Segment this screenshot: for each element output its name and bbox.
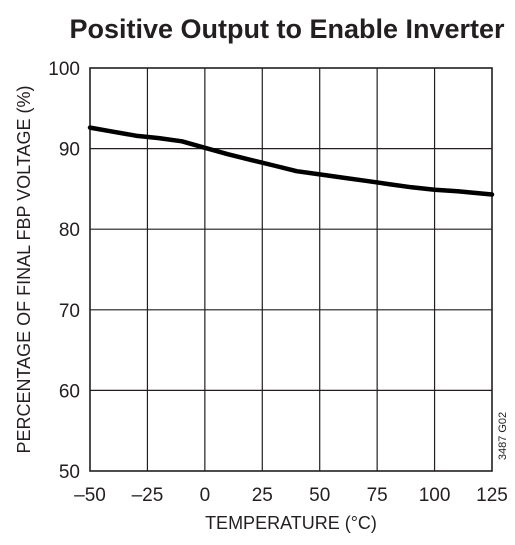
x-tick-label: 75	[367, 485, 388, 506]
series-line-0	[87, 125, 495, 197]
figure-id: 3487 G02	[497, 412, 509, 460]
x-tick-label: 100	[419, 485, 451, 506]
x-tick-labels: –50 –25 0 25 50 75 100 125	[74, 485, 508, 506]
y-axis-label: PERCENTAGE OF FINAL FBP VOLTAGE (%)	[14, 85, 34, 453]
chart-title: Positive Output to Enable Inverter	[69, 14, 505, 44]
y-tick-label: 80	[59, 220, 80, 241]
y-tick-label: 90	[59, 140, 80, 161]
y-tick-label: 50	[59, 462, 80, 483]
y-tick-label: 100	[48, 59, 80, 80]
x-tick-label: –25	[132, 485, 164, 506]
x-tick-label: 0	[200, 485, 211, 506]
x-tick-label: –50	[74, 485, 106, 506]
x-axis-label: TEMPERATURE (°C)	[205, 513, 377, 533]
x-tick-label: 25	[252, 485, 273, 506]
series-layer	[87, 125, 495, 197]
x-tick-label: 50	[309, 485, 330, 506]
plot-frame	[89, 67, 493, 472]
y-tick-label: 70	[59, 301, 80, 322]
grid	[90, 68, 492, 471]
y-tick-labels: 50 60 70 80 90 100	[48, 59, 80, 483]
y-tick-label: 60	[59, 381, 80, 402]
x-tick-label: 125	[476, 485, 508, 506]
